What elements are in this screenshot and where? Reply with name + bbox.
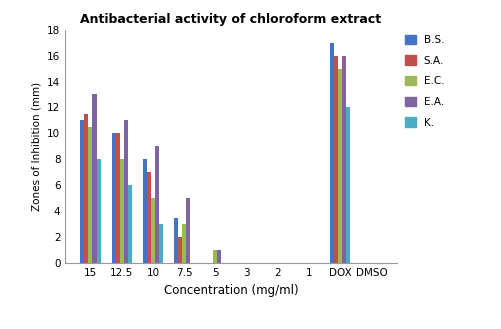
X-axis label: Concentration (mg/ml): Concentration (mg/ml): [163, 284, 298, 297]
Bar: [178, 237, 182, 263]
Bar: [159, 224, 163, 263]
Bar: [346, 108, 350, 263]
Bar: [88, 127, 92, 263]
Bar: [186, 198, 190, 263]
Legend: B.S., S.A., E.C., E.A., K.: B.S., S.A., E.C., E.A., K.: [404, 35, 443, 128]
Bar: [119, 159, 123, 263]
Bar: [213, 250, 217, 263]
Bar: [128, 185, 132, 263]
Bar: [96, 159, 100, 263]
Bar: [84, 114, 88, 263]
Bar: [174, 218, 178, 263]
Bar: [115, 134, 119, 263]
Bar: [217, 250, 221, 263]
Bar: [151, 198, 155, 263]
Bar: [92, 94, 96, 263]
Bar: [123, 120, 128, 263]
Bar: [111, 134, 115, 263]
Bar: [329, 42, 333, 263]
Y-axis label: Zones of Inhibition (mm): Zones of Inhibition (mm): [32, 82, 42, 211]
Bar: [182, 224, 186, 263]
Bar: [155, 146, 159, 263]
Bar: [338, 68, 342, 263]
Bar: [333, 56, 338, 263]
Bar: [142, 159, 146, 263]
Title: Antibacterial activity of chloroform extract: Antibacterial activity of chloroform ext…: [80, 13, 381, 26]
Bar: [146, 172, 151, 263]
Bar: [342, 56, 346, 263]
Bar: [80, 120, 84, 263]
